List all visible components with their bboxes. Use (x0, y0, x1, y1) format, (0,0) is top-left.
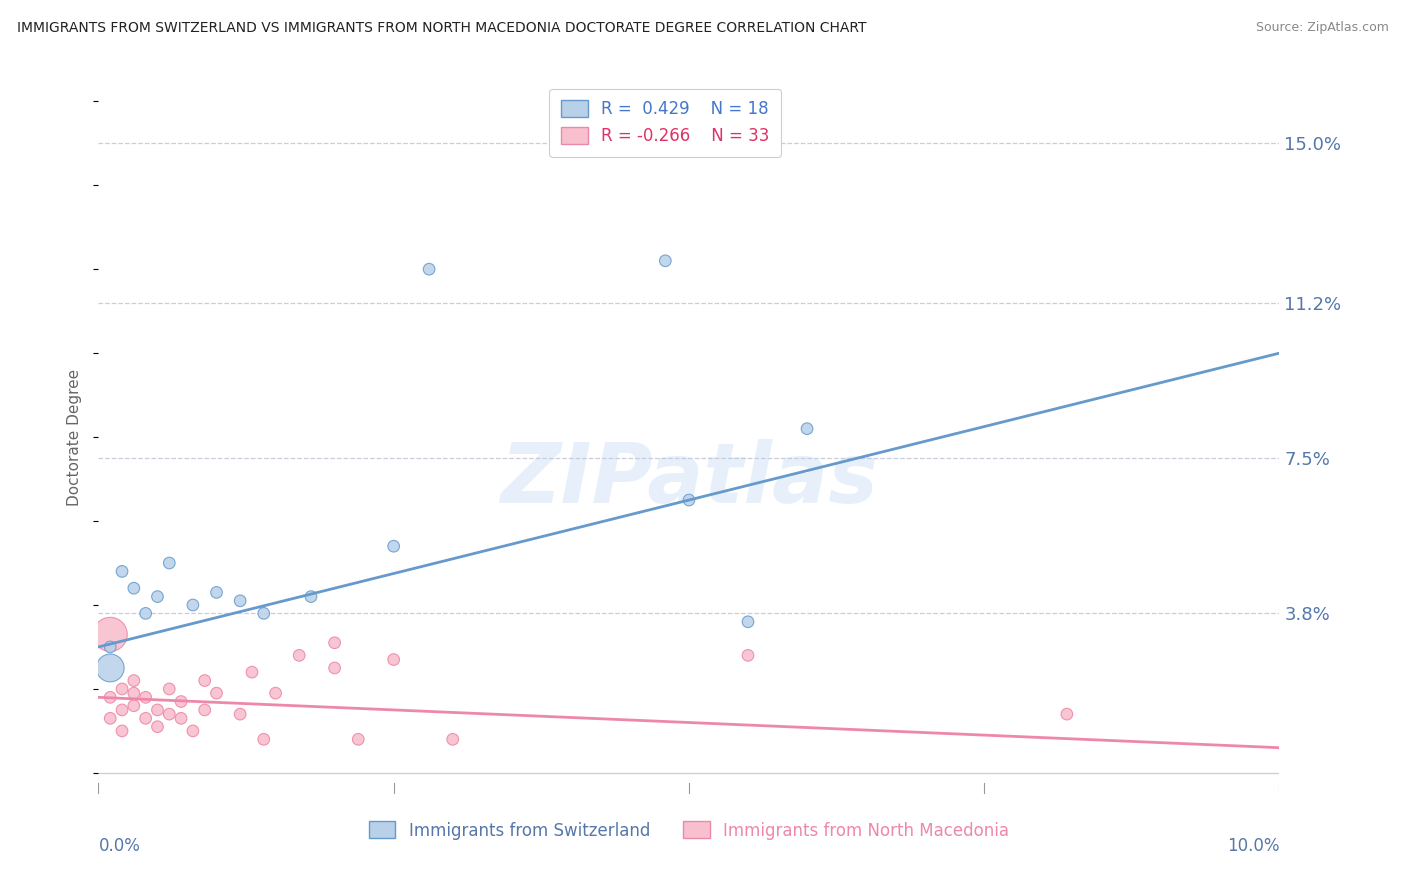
Point (157, 707, 180, 722)
Point (1056, 707, 1078, 722)
Point (288, 648, 311, 663)
Point (347, 732, 370, 747)
Point (146, 590, 169, 604)
Point (323, 636, 346, 650)
Legend: Immigrants from Switzerland, Immigrants from North Macedonia: Immigrants from Switzerland, Immigrants … (361, 814, 1017, 847)
Point (229, 594, 252, 608)
Point (170, 711, 193, 725)
Point (299, 590, 322, 604)
Text: IMMIGRANTS FROM SWITZERLAND VS IMMIGRANTS FROM NORTH MACEDONIA DOCTORATE DEGREE : IMMIGRANTS FROM SWITZERLAND VS IMMIGRANT… (17, 21, 866, 35)
Point (122, 686, 145, 700)
Point (240, 665, 263, 680)
Y-axis label: Doctorate Degree: Doctorate Degree (67, 368, 83, 506)
Point (122, 581, 145, 595)
Point (229, 707, 252, 722)
Point (157, 556, 180, 570)
Text: 10.0%: 10.0% (1227, 837, 1279, 855)
Point (253, 607, 276, 621)
Point (253, 732, 276, 747)
Point (111, 723, 134, 738)
Point (98, 627, 121, 641)
Point (418, 262, 440, 277)
Point (135, 711, 157, 725)
Point (654, 253, 676, 268)
Text: ZIPatlas: ZIPatlas (501, 440, 877, 520)
Point (205, 585, 228, 599)
Point (194, 703, 217, 717)
Point (122, 698, 145, 713)
Point (737, 648, 759, 663)
Text: 0.0%: 0.0% (98, 837, 141, 855)
Point (194, 673, 217, 688)
Point (205, 686, 228, 700)
Point (98, 661, 121, 675)
Point (382, 652, 405, 666)
Text: Source: ZipAtlas.com: Source: ZipAtlas.com (1256, 21, 1389, 34)
Point (111, 703, 134, 717)
Point (135, 607, 157, 621)
Point (98, 711, 121, 725)
Point (98, 640, 121, 654)
Point (181, 723, 204, 738)
Point (146, 703, 169, 717)
Point (146, 720, 169, 734)
Point (111, 565, 134, 579)
Point (323, 661, 346, 675)
Point (737, 615, 759, 629)
Point (382, 539, 405, 553)
Point (441, 732, 464, 747)
Point (98, 690, 121, 705)
Point (170, 694, 193, 708)
Point (264, 686, 287, 700)
Point (157, 681, 180, 696)
Point (122, 673, 145, 688)
Point (678, 493, 700, 508)
Point (796, 422, 818, 436)
Point (111, 681, 134, 696)
Point (135, 690, 157, 705)
Point (181, 598, 204, 612)
